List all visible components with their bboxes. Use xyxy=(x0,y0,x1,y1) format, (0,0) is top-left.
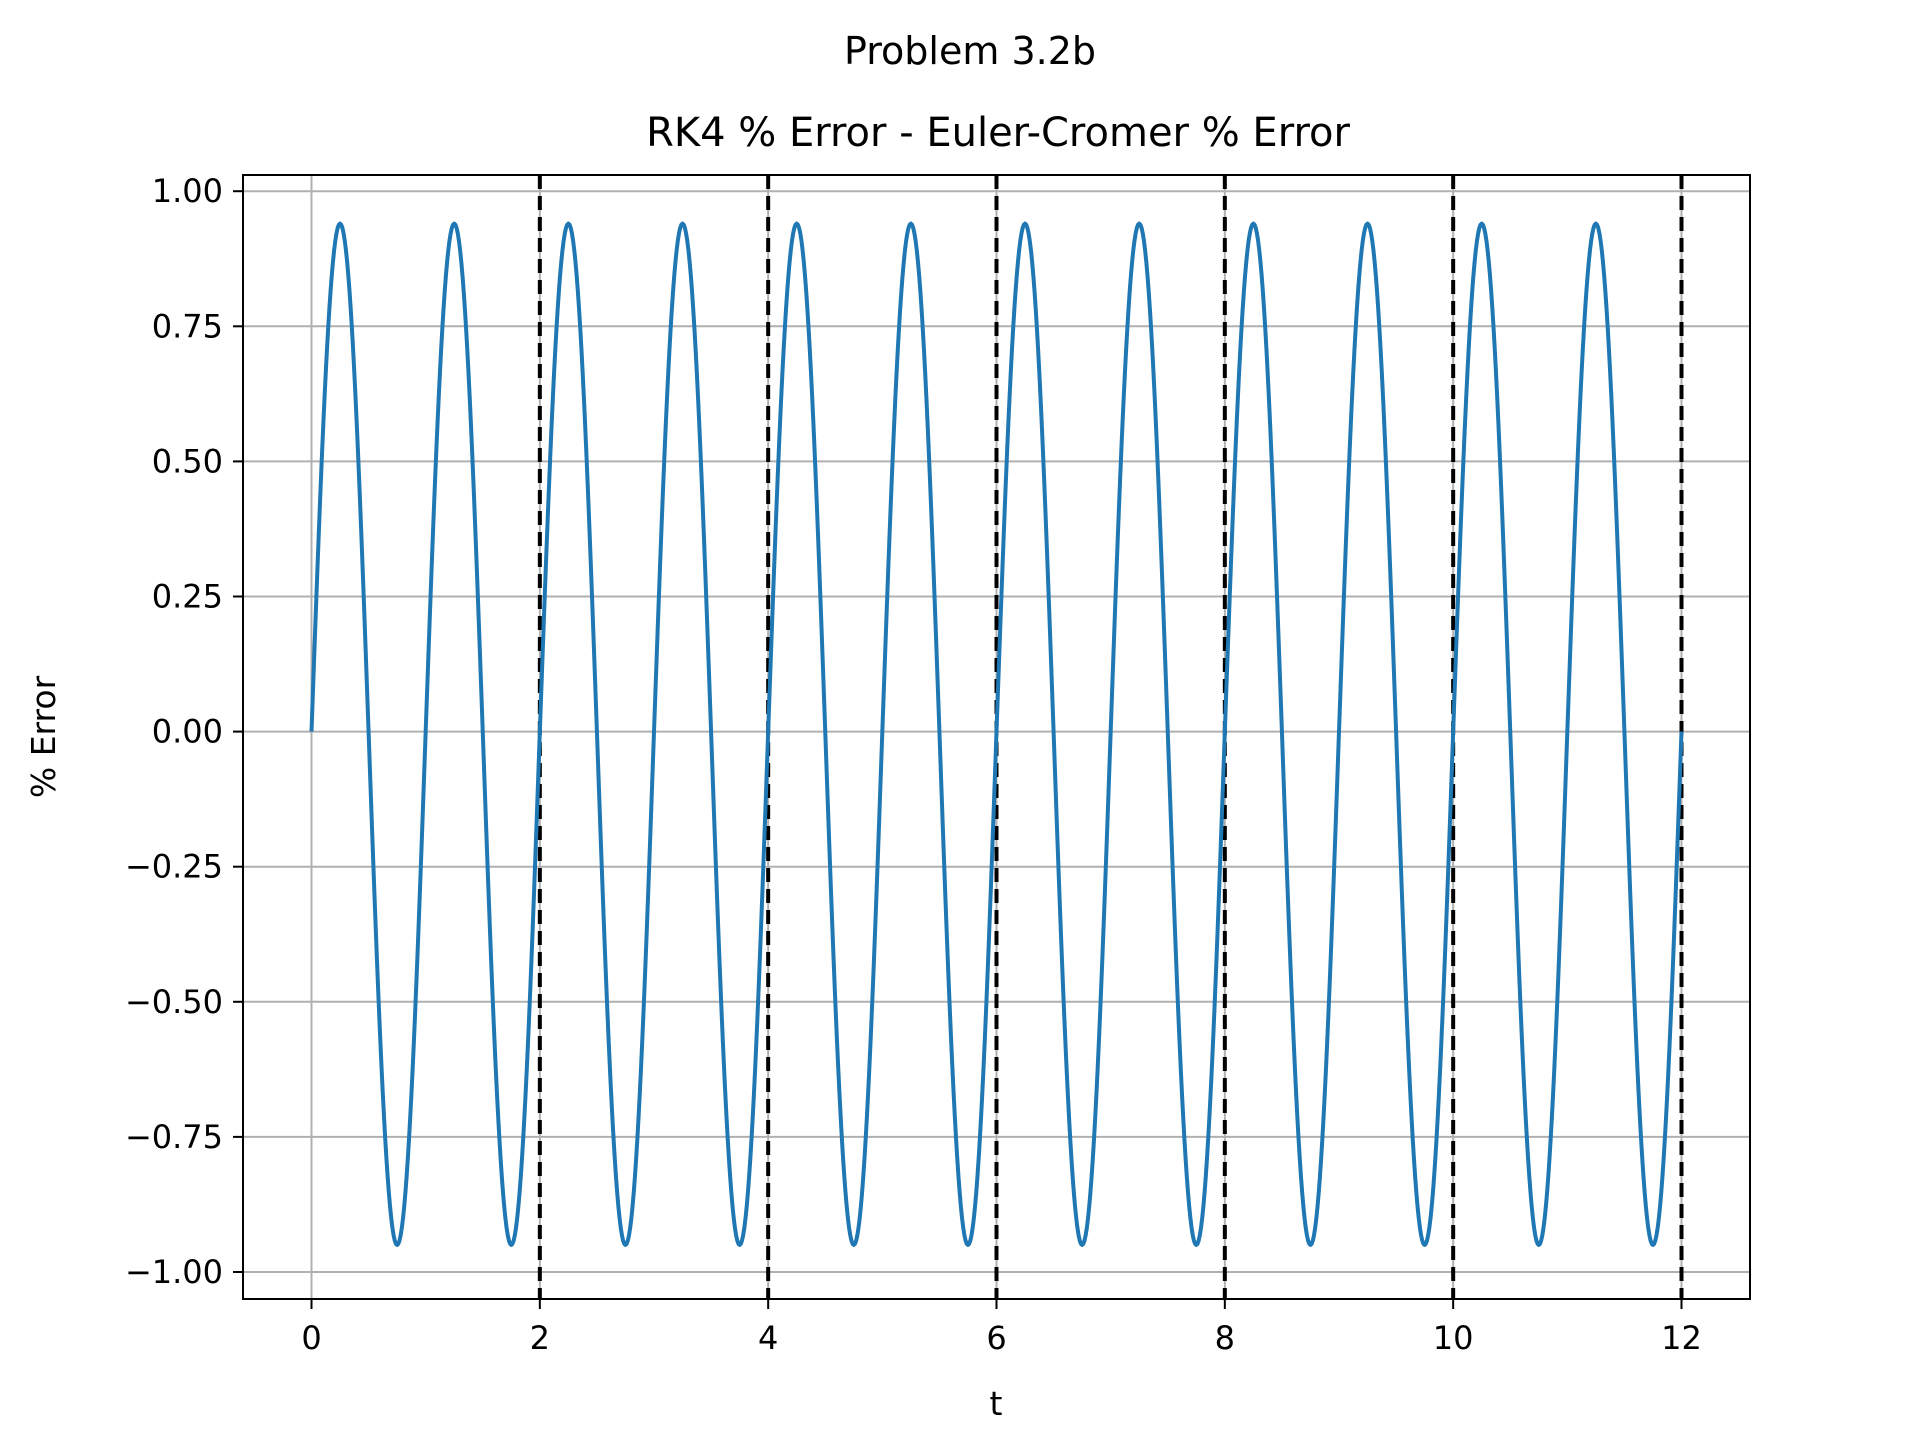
chart-title: RK4 % Error - Euler-Cromer % Error xyxy=(646,110,1350,156)
y-tick-label: 0.50 xyxy=(152,442,223,480)
x-tick-label: 6 xyxy=(986,1319,1006,1357)
y-tick-label: −1.00 xyxy=(125,1253,223,1291)
y-tick-label: 0.75 xyxy=(152,307,223,345)
x-axis-label: t xyxy=(990,1384,1003,1423)
series-layer xyxy=(309,221,1684,1247)
y-tick-label: 0.25 xyxy=(152,578,223,616)
x-axis-ticks: 0 2 4 6 8 10 12 xyxy=(301,1299,1702,1357)
y-tick-label: −0.75 xyxy=(125,1118,223,1156)
y-tick-label: 0.00 xyxy=(152,713,223,751)
x-tick-label: 4 xyxy=(758,1319,778,1357)
x-tick-label: 12 xyxy=(1661,1319,1702,1357)
chart-suptitle: Problem 3.2b xyxy=(844,29,1096,73)
vline-layer xyxy=(537,175,1684,1299)
y-tick-label: −0.50 xyxy=(125,983,223,1021)
x-tick-label: 0 xyxy=(301,1319,321,1357)
y-tick-label: 1.00 xyxy=(152,172,223,210)
y-tick-label: −0.25 xyxy=(125,848,223,886)
y-axis-label: % Error xyxy=(24,675,63,798)
x-tick-label: 2 xyxy=(530,1319,550,1357)
y-axis-ticks: 1.00 0.75 0.50 0.25 0.00 −0.25 −0.50 −0.75 −1.00 xyxy=(125,172,243,1291)
x-tick-label: 10 xyxy=(1433,1319,1474,1357)
x-tick-label: 8 xyxy=(1215,1319,1235,1357)
series-line xyxy=(309,221,1684,1247)
